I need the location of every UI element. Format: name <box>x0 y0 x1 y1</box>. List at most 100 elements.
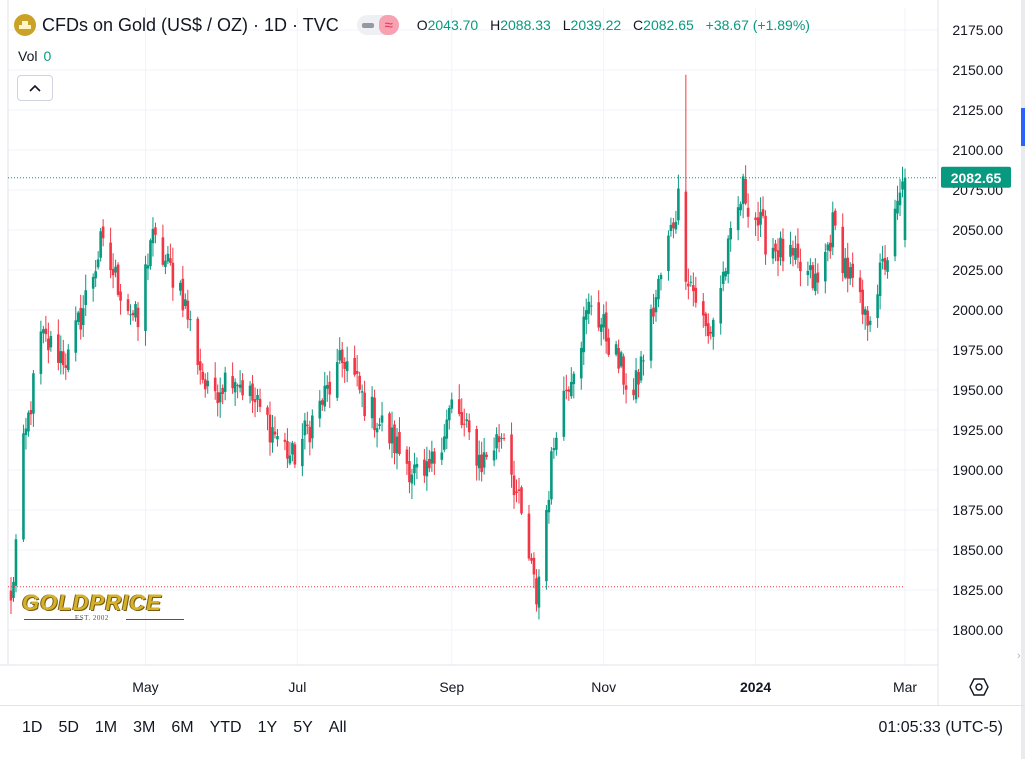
candle-body <box>166 253 170 262</box>
y-tick-label: 2125.00 <box>952 102 1003 118</box>
range-ytd[interactable]: YTD <box>209 719 242 736</box>
candle-body <box>632 389 635 396</box>
candle-body <box>597 302 600 328</box>
candle-body <box>814 273 817 291</box>
candle-body <box>266 407 269 415</box>
candle-body <box>903 177 907 241</box>
hide-indicator-icon[interactable] <box>357 22 379 28</box>
symbol-title[interactable]: CFDs on Gold (US$ / OZ) · 1D · TVC <box>42 14 339 35</box>
candle-body <box>119 291 122 301</box>
candle-body <box>288 455 292 464</box>
candle-body <box>604 312 608 342</box>
candle-body <box>654 297 658 313</box>
candle-body <box>251 383 254 401</box>
candle-body <box>642 360 645 362</box>
candle-body <box>744 179 747 204</box>
candle-body <box>637 372 640 385</box>
price-chart[interactable]: 1800.00 1825.00 1850.00 1875.00 1900.00 1925.… <box>0 0 1025 705</box>
candle-body <box>517 489 521 492</box>
candle-body <box>726 238 730 275</box>
candle-body <box>622 356 625 385</box>
range-3m[interactable]: 3M <box>133 719 156 736</box>
candle-body <box>876 294 879 319</box>
candle-body <box>49 336 53 348</box>
candle-body <box>169 258 172 263</box>
candle-body <box>373 397 376 431</box>
candle-body <box>318 400 322 419</box>
candle-body <box>101 226 105 239</box>
candle-body <box>589 305 593 307</box>
range-1m[interactable]: 1M <box>94 719 118 736</box>
candle-body <box>201 371 205 380</box>
candle-body <box>547 499 551 513</box>
candle-body <box>221 387 224 394</box>
candle-body <box>311 415 314 439</box>
range-all[interactable]: All <box>328 719 347 736</box>
candle-body <box>273 431 277 435</box>
candle-body <box>447 408 451 421</box>
candle-body <box>848 267 852 279</box>
candle-body <box>149 240 152 267</box>
candle-body <box>395 436 399 454</box>
candle-body <box>291 442 294 455</box>
candle-body <box>430 451 434 464</box>
x-tick-label: May <box>132 679 158 695</box>
candle-body <box>308 426 312 443</box>
x-tick-label: Sep <box>439 679 464 695</box>
candle-body <box>440 452 444 460</box>
candle-body <box>66 349 70 370</box>
candle-body <box>565 389 568 391</box>
candle-body <box>617 348 620 369</box>
candle-body <box>570 381 573 397</box>
candle-body <box>599 324 603 332</box>
right-panel-expand-icon[interactable]: › <box>1017 650 1021 662</box>
candle-body <box>9 590 13 601</box>
range-1d[interactable]: 1D <box>22 719 43 736</box>
timezone-clock[interactable]: 01:05:33 (UTC-5) <box>878 719 1004 736</box>
candle-body <box>151 228 155 244</box>
candle-body <box>794 248 797 260</box>
candle-body <box>32 373 35 414</box>
range-1y[interactable]: 1Y <box>257 719 278 736</box>
candle-body <box>527 513 531 559</box>
candle-body <box>582 316 586 353</box>
candle-body <box>47 338 50 351</box>
right-panel-tab[interactable] <box>1021 108 1025 146</box>
candle-body <box>510 434 513 475</box>
y-tick-label: 1925.00 <box>952 422 1003 438</box>
candle-body <box>271 427 274 443</box>
candle-body <box>579 347 583 379</box>
collapse-legend-button[interactable] <box>17 75 53 101</box>
open-label: O <box>416 17 428 33</box>
candle-body <box>248 385 252 396</box>
candle-body <box>667 235 670 272</box>
candle-body <box>423 459 426 476</box>
candle-body <box>303 420 307 436</box>
candle-body <box>652 307 655 317</box>
candle-body <box>512 475 516 496</box>
close-label: C <box>633 17 644 33</box>
vol-label: Vol <box>18 48 38 64</box>
candle-body <box>343 361 346 369</box>
candle-body <box>861 289 864 315</box>
range-5y[interactable]: 5Y <box>293 719 313 736</box>
low-label: L <box>562 17 571 33</box>
candle-body <box>179 282 182 291</box>
candle-body <box>477 454 481 469</box>
candle-body <box>164 260 167 267</box>
candle-body <box>584 310 588 320</box>
settings-icon[interactable] <box>968 678 990 696</box>
wave-icon[interactable]: ≈ <box>378 15 399 35</box>
bottom-toolbar: 1D 5D 1M 3M 6M YTD 1Y 5Y All 01:05:33 (U… <box>0 705 1025 752</box>
candle-body <box>353 357 356 375</box>
legend-buttons: ≈ <box>356 15 399 35</box>
candle-body <box>572 373 576 385</box>
candle-body <box>223 372 227 392</box>
candle-body <box>146 265 150 269</box>
candle-body <box>619 352 623 367</box>
range-5d[interactable]: 5D <box>58 719 79 736</box>
range-6m[interactable]: 6M <box>171 719 194 736</box>
candle-body <box>485 454 488 457</box>
candle-body <box>428 458 431 469</box>
